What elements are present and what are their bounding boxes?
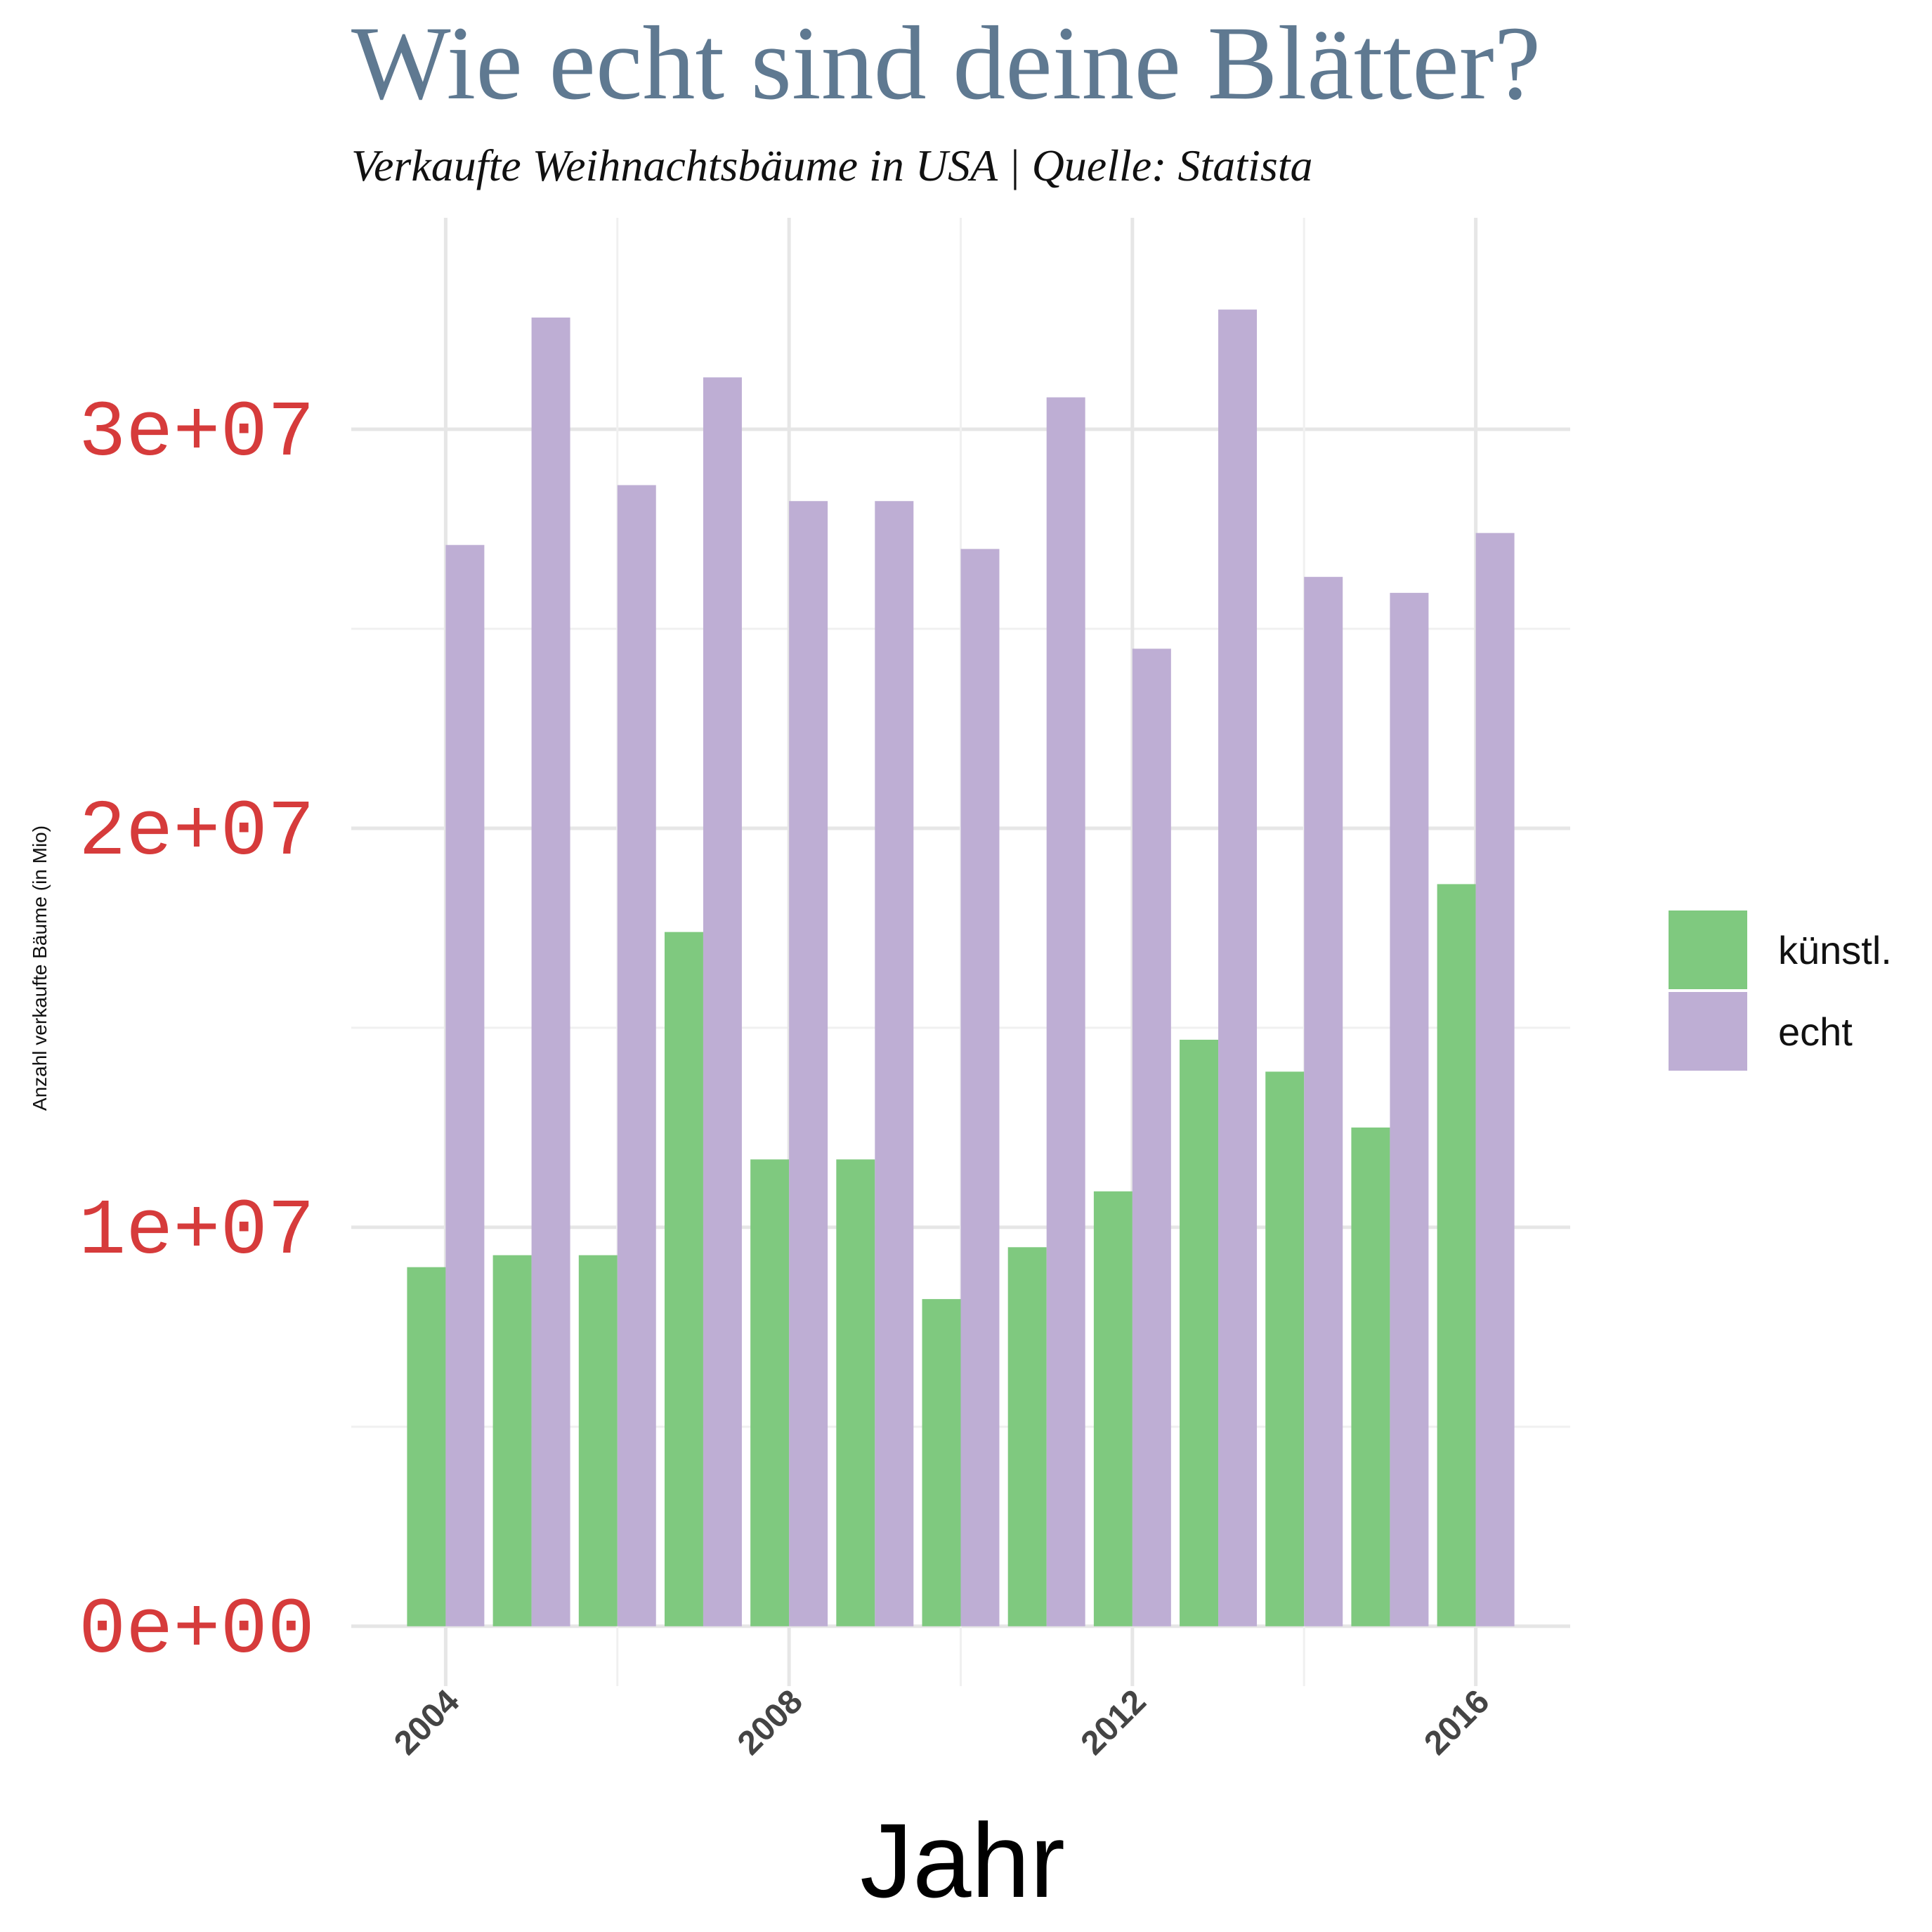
bar-echt-2012 xyxy=(1132,648,1171,1626)
bar-echt-2010 xyxy=(960,549,1000,1626)
bar-knstl-2011 xyxy=(1007,1247,1047,1626)
chart-title: Wie echt sind deine Blätter? xyxy=(351,5,1541,122)
x-tick-label: 2008 xyxy=(731,1683,810,1762)
y-axis-label: Anzahl verkaufte Bäume (in Mio) xyxy=(29,825,51,1111)
y-tick-label: 0e+00 xyxy=(79,1586,315,1676)
chart-subtitle: Verkaufte Weihnachtsbäume in USA | Quell… xyxy=(351,141,1313,190)
bar-echt-2004 xyxy=(445,544,485,1626)
bar-knstl-2016 xyxy=(1437,884,1476,1626)
bar-knstl-2006 xyxy=(578,1255,618,1626)
bar-knstl-2005 xyxy=(492,1255,532,1626)
x-tick-label: 2016 xyxy=(1417,1683,1496,1762)
bar-echt-2013 xyxy=(1218,309,1258,1626)
legend-key-echt xyxy=(1669,992,1747,1071)
bar-echt-2009 xyxy=(875,501,914,1626)
y-axis-ticks: 0e+00 1e+07 2e+07 3e+07 xyxy=(79,389,315,1676)
legend-label: künstl. xyxy=(1778,928,1892,972)
x-tick-label: 2012 xyxy=(1074,1683,1154,1762)
legend-label: echt xyxy=(1778,1010,1853,1054)
bars xyxy=(407,309,1515,1626)
y-tick-label: 1e+07 xyxy=(79,1187,315,1277)
bar-echt-2005 xyxy=(531,317,570,1626)
bar-knstl-2014 xyxy=(1265,1071,1305,1626)
x-tick-label: 2004 xyxy=(387,1683,466,1762)
bar-echt-2014 xyxy=(1304,577,1343,1626)
legend-key-knstl xyxy=(1669,910,1747,989)
legend: künstl. echt xyxy=(1669,910,1892,1071)
bar-echt-2016 xyxy=(1475,533,1515,1626)
bar-knstl-2007 xyxy=(664,932,703,1626)
bar-echt-2011 xyxy=(1046,397,1085,1626)
bar-echt-2007 xyxy=(703,377,742,1626)
bar-echt-2008 xyxy=(789,501,828,1626)
bar-knstl-2015 xyxy=(1351,1127,1390,1626)
bar-knstl-2013 xyxy=(1180,1039,1219,1626)
bar-knstl-2008 xyxy=(750,1159,790,1626)
bar-knstl-2009 xyxy=(836,1159,875,1626)
y-tick-label: 2e+07 xyxy=(79,788,315,877)
bar-echt-2006 xyxy=(617,485,656,1626)
y-tick-label: 3e+07 xyxy=(79,389,315,478)
bar-knstl-2004 xyxy=(407,1267,446,1626)
bar-knstl-2010 xyxy=(922,1299,961,1626)
x-axis-label: Jahr xyxy=(860,1801,1065,1919)
x-axis-ticks: 2004 2008 2012 2016 xyxy=(387,1683,1496,1762)
bar-echt-2015 xyxy=(1390,592,1429,1626)
bar-knstl-2012 xyxy=(1093,1191,1133,1626)
